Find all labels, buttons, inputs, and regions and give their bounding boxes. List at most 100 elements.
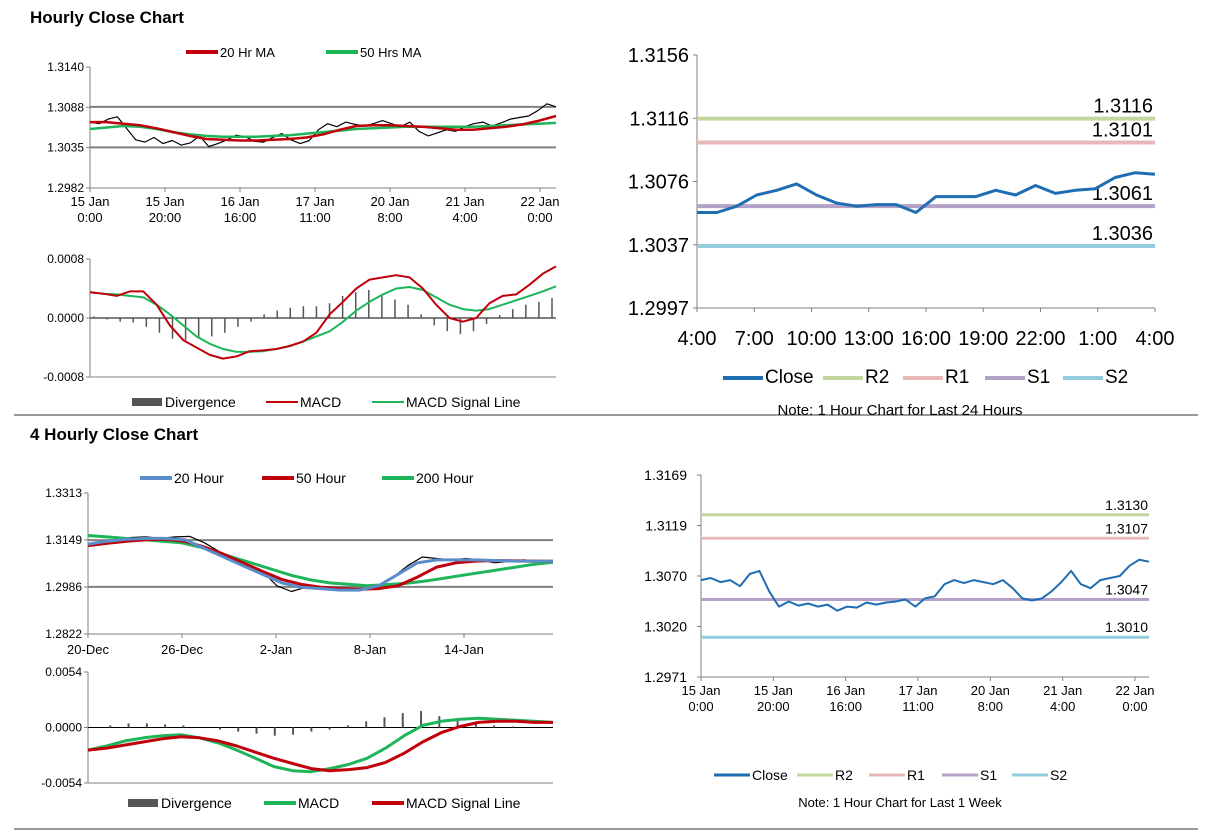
four-hourly-macd-ytick-label: -0.0054 (41, 776, 82, 790)
hourly-24h-xtick-label: 10:00 (786, 328, 836, 350)
hourly-24h-xtick-label: 22:00 (1015, 328, 1065, 350)
hourly-1week-xtick-label: 11:00 (902, 699, 934, 714)
hourly-24h-note: Note: 1 Hour Chart for Last 24 Hours (777, 402, 1022, 419)
hourly-price-xtick-label: 21 Jan (445, 194, 484, 209)
hourly-24h-ytick-label: 1.2997 (628, 298, 689, 320)
hourly-24h-level-label-s1: 1.3061 (1092, 183, 1153, 205)
hourly-price-xtick-label: 20:00 (149, 210, 182, 225)
hourly-1week-close-line (700, 558, 1150, 612)
hourly-1week-ytick-label: 1.3119 (645, 518, 687, 534)
hourly-24h-xtick-label: 7:00 (735, 328, 774, 350)
hourly-macd-legend-macd-label: MACD (300, 394, 341, 410)
four-hourly-price-legend-200h-label: 200 Hour (416, 470, 474, 486)
four-hourly-price-legend-20h-label: 20 Hour (174, 470, 224, 486)
four-hourly-price-ytick-label: 1.2822 (45, 627, 82, 641)
hourly-24h-ytick-label: 1.3156 (628, 45, 689, 67)
hourly-macd-ytick-label: 0.0000 (47, 311, 84, 325)
hourly-1week-xtick-label: 16 Jan (826, 683, 865, 698)
four-hourly-macd-legend-signal-label: MACD Signal Line (406, 795, 521, 811)
hourly-24h-xtick-label: 16:00 (901, 328, 951, 350)
section-divider (14, 414, 1198, 416)
hourly-24h-close-line (697, 171, 1156, 214)
hourly-macd-signal-line (89, 285, 557, 353)
hourly-1week-xtick-label: 17 Jan (898, 683, 937, 698)
hourly-1week-xtick-label: 8:00 (978, 699, 1003, 714)
hourly-1week-legend-close-label: Close (752, 767, 788, 783)
hourly-macd-macd-line (89, 265, 557, 360)
four-hourly-price-xtick-label: 14-Jan (444, 642, 484, 657)
hourly-1week-xtick-label: 0:00 (688, 699, 713, 714)
hourly-price-20ma-line (90, 114, 557, 142)
four-hourly-macd-legend-divergence-label: Divergence (161, 795, 232, 811)
hourly-1week-ytick-label: 1.2971 (644, 669, 687, 685)
hourly-price-xtick-label: 22 Jan (520, 194, 559, 209)
four-hourly-price-xtick-label: 20-Dec (67, 642, 109, 657)
hourly-24h-ytick-label: 1.3037 (628, 235, 689, 257)
hourly-1week-level-label-r1: 1.3107 (1105, 520, 1148, 536)
hourly-24h-xtick-label: 4:00 (678, 328, 717, 350)
hourly-price-legend-50ma-label: 50 Hrs MA (360, 45, 422, 60)
hourly-1week-ytick-label: 1.3070 (644, 568, 687, 584)
hourly-24h-xtick-label: 19:00 (958, 328, 1008, 350)
bottom-divider (14, 828, 1198, 830)
hourly-price-xtick-label: 15 Jan (70, 194, 109, 209)
hourly-24h-legend-s1-label: S1 (1027, 367, 1050, 388)
hourly-price-xtick-label: 15 Jan (145, 194, 184, 209)
hourly-1week-legend-s1-label: S1 (980, 767, 997, 783)
four-hourly-macd-legend-divergence-swatch (128, 799, 158, 807)
hourly-1week-note: Note: 1 Hour Chart for Last 1 Week (798, 795, 1002, 810)
hourly-24h-legend-s2-label: S2 (1105, 367, 1128, 388)
four-hourly-macd-macd-line (87, 716, 554, 774)
hourly-price-legend-20ma-label: 20 Hr MA (220, 45, 275, 60)
hourly-24h-xtick-label: 13:00 (844, 328, 894, 350)
hourly-price-xtick-label: 0:00 (527, 210, 552, 225)
hourly-1week-xtick-label: 15 Jan (681, 683, 720, 698)
hourly-24h-legend-close-label: Close (765, 367, 814, 388)
hourly-macd-ytick-label: 0.0008 (47, 252, 84, 266)
hourly-1week-xtick-label: 20:00 (757, 699, 790, 714)
hourly-price-xtick-label: 8:00 (377, 210, 402, 225)
hourly-macd-legend-divergence-label: Divergence (165, 394, 236, 410)
four-hourly-price-legend-50h-label: 50 Hour (296, 470, 346, 486)
hourly-1week-level-label-s1: 1.3047 (1105, 581, 1148, 597)
four-hourly-price-xtick-label: 8-Jan (354, 642, 387, 657)
hourly-1week-level-label-r2: 1.3130 (1105, 497, 1148, 513)
hourly-1week-legend-r1-label: R1 (907, 767, 925, 783)
hourly-24h-legend-r1-label: R1 (945, 367, 969, 388)
hourly-1week-xtick-label: 20 Jan (971, 683, 1010, 698)
hourly-price-ytick-label: 1.3140 (47, 60, 84, 74)
hourly-price-close-line (89, 103, 557, 148)
hourly-1week-xtick-label: 22 Jan (1115, 683, 1154, 698)
hourly-1week-level-label-s2: 1.3010 (1105, 619, 1148, 635)
hourly-macd-ytick-label: -0.0008 (43, 370, 84, 384)
hourly-1week-legend-r2-label: R2 (835, 767, 853, 783)
four-hourly-price-close-line (87, 535, 554, 593)
hourly-24h-level-label-r2: 1.3116 (1093, 96, 1153, 118)
four-hourly-price-20h-line (87, 536, 553, 592)
hourly-price-ytick-label: 1.3035 (47, 141, 84, 155)
four-hourly-section-title: 4 Hourly Close Chart (30, 425, 199, 444)
four-hourly-price-200h-line (87, 534, 554, 588)
hourly-1week-xtick-label: 0:00 (1122, 699, 1147, 714)
hourly-24h-legend-r2-label: R2 (865, 367, 889, 388)
hourly-price-xtick-label: 16 Jan (220, 194, 259, 209)
four-hourly-price-ytick-label: 1.2986 (45, 580, 82, 594)
hourly-24h-xtick-label: 1:00 (1078, 328, 1117, 350)
four-hourly-price-xtick-label: 26-Dec (161, 642, 203, 657)
hourly-price-xtick-label: 20 Jan (370, 194, 409, 209)
hourly-price-xtick-label: 0:00 (77, 210, 102, 225)
hourly-price-ytick-label: 1.3088 (47, 100, 84, 114)
hourly-1week-xtick-label: 16:00 (829, 699, 862, 714)
hourly-macd-legend-signal-label: MACD Signal Line (406, 394, 521, 410)
four-hourly-price-ytick-label: 1.3313 (45, 486, 82, 500)
hourly-macd-legend-divergence-swatch (132, 398, 162, 406)
hourly-1week-ytick-label: 1.3169 (644, 467, 687, 483)
hourly-24h-ytick-label: 1.3076 (628, 172, 689, 194)
hourly-1week-xtick-label: 21 Jan (1043, 683, 1082, 698)
hourly-1week-legend-s2-label: S2 (1050, 767, 1067, 783)
hourly-24h-level-label-s2: 1.3036 (1092, 223, 1153, 245)
hourly-price-xtick-label: 4:00 (452, 210, 477, 225)
hourly-24h-xtick-label: 4:00 (1136, 328, 1175, 350)
hourly-price-xtick-label: 11:00 (299, 210, 331, 225)
